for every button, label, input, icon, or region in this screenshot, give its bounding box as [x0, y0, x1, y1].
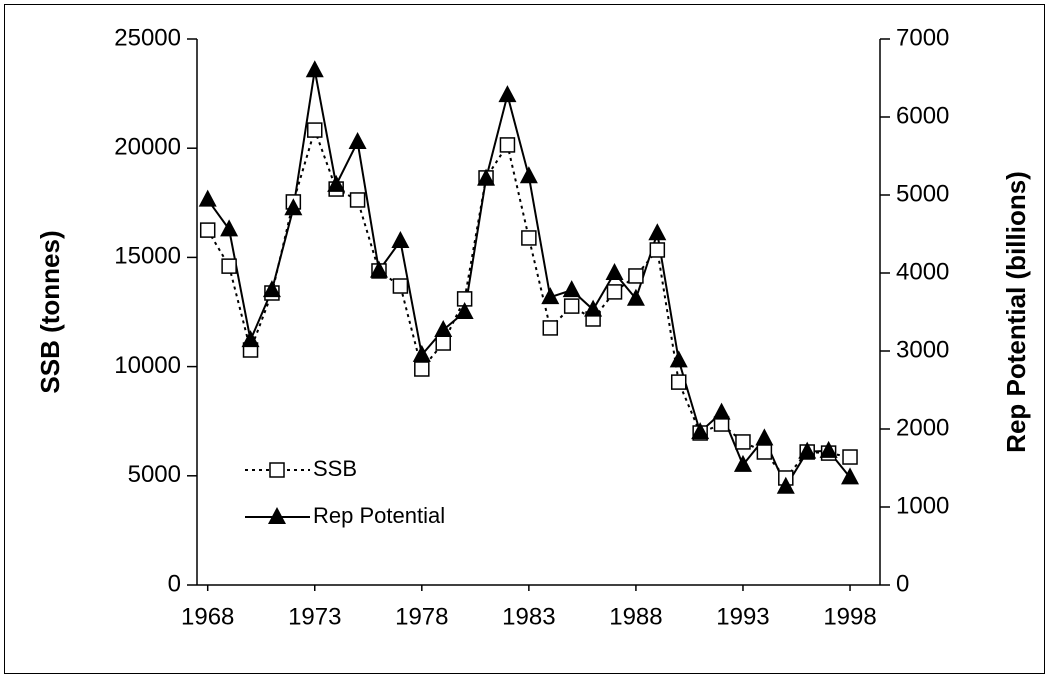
y-tick-label: 20000: [114, 134, 181, 161]
y2-tick-label: 7000: [896, 24, 949, 51]
data-point: [563, 298, 580, 314]
data-point: [670, 374, 687, 390]
data-point: [521, 230, 537, 246]
data-point: [414, 361, 430, 377]
data-point: [541, 287, 560, 305]
data-point: [392, 278, 409, 294]
data-point: [712, 402, 731, 420]
legend-marker: [269, 462, 285, 478]
y2-tick-label: 6000: [896, 102, 949, 129]
data-point: [412, 344, 431, 362]
data-point: [606, 284, 623, 300]
legend-label: Rep Potential: [313, 503, 445, 528]
data-point: [542, 320, 559, 336]
data-point: [498, 85, 517, 103]
x-tick-label: 1988: [609, 603, 662, 630]
data-point: [369, 260, 388, 278]
x-tick-label: 1973: [288, 603, 341, 630]
data-point: [284, 198, 303, 216]
data-point: [198, 189, 217, 207]
data-point: [305, 60, 324, 78]
legend-marker: [268, 507, 286, 524]
y-tick-label: 15000: [114, 243, 181, 270]
data-point: [755, 428, 774, 446]
data-point: [691, 422, 710, 440]
x-tick-label: 1983: [502, 603, 555, 630]
data-point: [756, 444, 773, 460]
data-point: [348, 131, 367, 149]
data-point: [841, 467, 860, 485]
data-point: [199, 222, 216, 238]
data-point: [648, 223, 667, 241]
data-point: [349, 192, 366, 208]
x-tick-label: 1968: [181, 603, 234, 630]
data-point: [649, 242, 666, 258]
y-tick-label: 10000: [114, 352, 181, 379]
y2-tick-label: 1000: [896, 492, 949, 519]
data-point: [241, 330, 260, 348]
y2-tick-label: 3000: [896, 336, 949, 363]
y-tick-label: 5000: [128, 461, 181, 488]
chart-border: [4, 4, 1045, 674]
data-point: [519, 166, 538, 184]
series-line: [206, 70, 851, 489]
data-point: [605, 263, 624, 280]
data-point: [391, 231, 410, 249]
x-tick-label: 1978: [395, 603, 448, 630]
y2-tick-label: 5000: [896, 180, 949, 207]
data-point: [735, 434, 751, 450]
data-point: [842, 449, 858, 465]
data-point: [327, 174, 346, 192]
data-point: [584, 299, 603, 317]
y2-tick-label: 4000: [896, 258, 949, 285]
data-point: [434, 319, 453, 337]
data-point: [776, 476, 795, 494]
y-axis-title: SSB (tonnes): [35, 230, 65, 393]
data-point: [262, 280, 281, 298]
data-point: [221, 258, 237, 274]
data-point: [562, 280, 581, 298]
y2-tick-label: 0: [896, 570, 909, 597]
y-tick-label: 0: [168, 570, 181, 597]
data-point: [499, 137, 516, 153]
data-point: [819, 440, 838, 458]
y-tick-label: 25000: [114, 24, 181, 51]
data-point: [477, 168, 496, 186]
data-point: [307, 122, 323, 138]
x-tick-label: 1993: [716, 603, 769, 630]
data-point: [220, 219, 239, 237]
y2-axis-title: Rep Potential (billions): [1001, 171, 1031, 453]
data-point: [669, 350, 688, 368]
data-point: [733, 454, 752, 472]
data-point: [435, 335, 451, 351]
data-point: [798, 441, 817, 459]
legend-label: SSB: [313, 456, 357, 481]
x-tick-label: 1998: [823, 603, 876, 630]
data-point: [455, 302, 474, 319]
data-point: [626, 288, 645, 306]
data-point: [628, 268, 644, 284]
y2-tick-label: 2000: [896, 414, 949, 441]
